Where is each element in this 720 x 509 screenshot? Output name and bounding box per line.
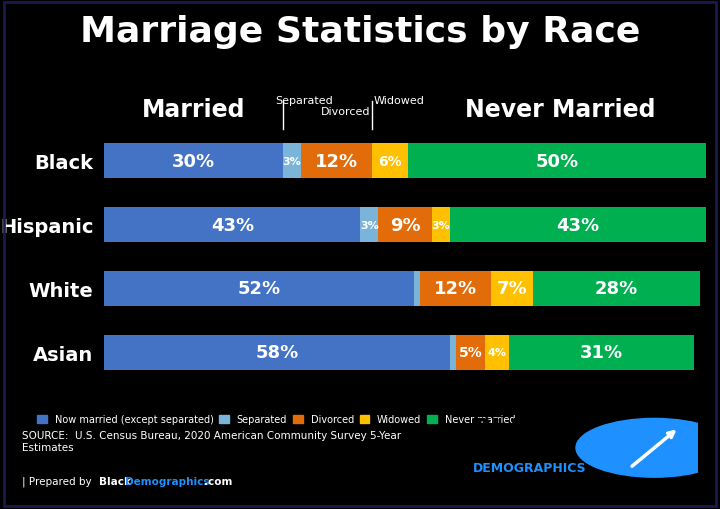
Bar bbox=[408, 144, 706, 179]
Text: Separated: Separated bbox=[275, 95, 333, 105]
Text: Widowed: Widowed bbox=[374, 95, 425, 105]
Text: DEMOGRAPHICS: DEMOGRAPHICS bbox=[473, 462, 587, 474]
Text: 30%: 30% bbox=[172, 153, 215, 171]
Bar bbox=[432, 208, 450, 243]
Text: 52%: 52% bbox=[238, 280, 281, 298]
Bar bbox=[104, 144, 283, 179]
Bar bbox=[104, 271, 414, 306]
Bar bbox=[420, 271, 491, 306]
Bar bbox=[533, 271, 700, 306]
Text: BLACK: BLACK bbox=[473, 416, 565, 440]
Text: | Prepared by: | Prepared by bbox=[22, 476, 94, 487]
Bar bbox=[414, 271, 420, 306]
Bar bbox=[450, 335, 456, 370]
Text: Demographics: Demographics bbox=[125, 476, 209, 486]
Text: 9%: 9% bbox=[390, 216, 420, 234]
Bar bbox=[450, 208, 706, 243]
Text: 3%: 3% bbox=[431, 220, 450, 230]
Text: .com: .com bbox=[204, 476, 232, 486]
Text: Black: Black bbox=[99, 476, 131, 486]
Text: 12%: 12% bbox=[315, 153, 358, 171]
Circle shape bbox=[576, 418, 720, 477]
Text: Marriage Statistics by Race: Marriage Statistics by Race bbox=[80, 15, 640, 49]
Bar bbox=[372, 144, 408, 179]
Text: 43%: 43% bbox=[556, 216, 599, 234]
Text: 50%: 50% bbox=[535, 153, 578, 171]
Bar bbox=[283, 144, 301, 179]
Text: 3%: 3% bbox=[360, 220, 379, 230]
Bar bbox=[301, 144, 372, 179]
Text: 58%: 58% bbox=[256, 344, 299, 361]
Text: 4%: 4% bbox=[487, 348, 507, 357]
Legend: Now married (except separated), Separated, Divorced, Widowed, Never married: Now married (except separated), Separate… bbox=[37, 415, 516, 425]
Text: 12%: 12% bbox=[434, 280, 477, 298]
Text: 6%: 6% bbox=[378, 155, 402, 168]
Text: Never Married: Never Married bbox=[464, 98, 655, 122]
Bar bbox=[360, 208, 378, 243]
Text: 7%: 7% bbox=[497, 280, 528, 298]
Bar bbox=[456, 335, 485, 370]
Bar bbox=[104, 208, 360, 243]
Text: SOURCE:  U.S. Census Bureau, 2020 American Community Survey 5-Year
Estimates: SOURCE: U.S. Census Bureau, 2020 America… bbox=[22, 430, 401, 451]
Text: Divorced: Divorced bbox=[320, 107, 370, 117]
Text: 3%: 3% bbox=[282, 157, 301, 166]
Bar bbox=[491, 271, 533, 306]
Bar bbox=[509, 335, 693, 370]
Bar bbox=[485, 335, 509, 370]
Bar bbox=[378, 208, 432, 243]
Text: 31%: 31% bbox=[580, 344, 623, 361]
Text: 28%: 28% bbox=[595, 280, 638, 298]
Text: 5%: 5% bbox=[459, 346, 482, 359]
Text: 43%: 43% bbox=[211, 216, 254, 234]
Text: Married: Married bbox=[142, 98, 246, 122]
Bar bbox=[104, 335, 450, 370]
